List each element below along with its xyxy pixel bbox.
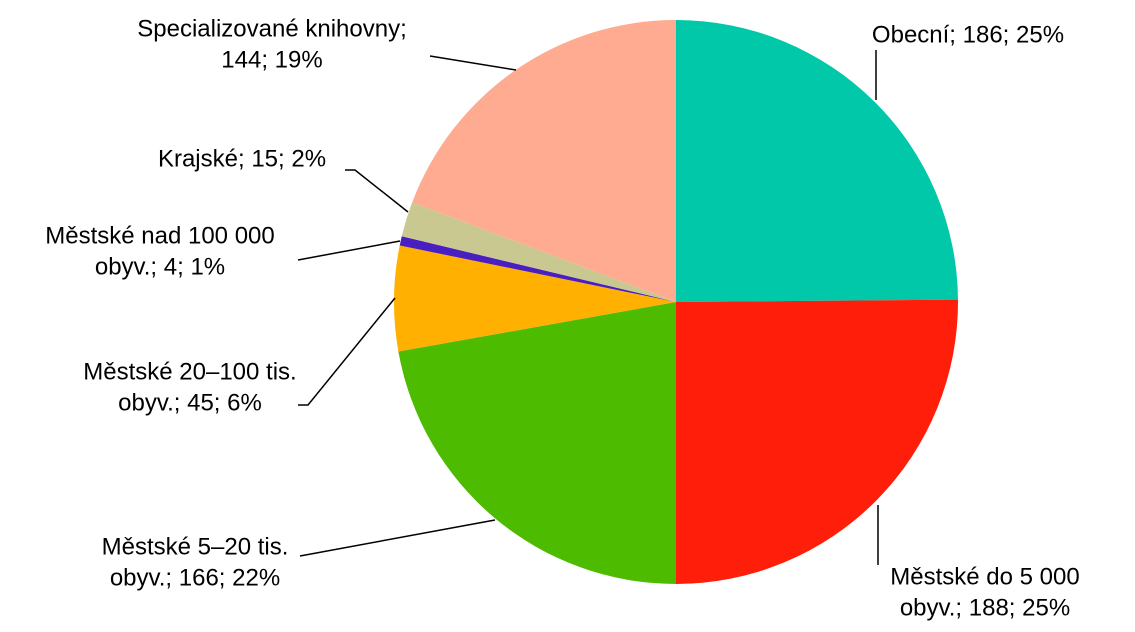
data-label: Městské 5–20 tis. obyv.; 166; 22% xyxy=(102,533,289,591)
leader-line xyxy=(299,519,496,557)
data-label: Městské do 5 000 obyv.; 188; 25% xyxy=(890,563,1079,621)
leader-line xyxy=(297,240,401,261)
data-label-line: Městské nad 100 000 xyxy=(45,222,275,249)
leader-lines xyxy=(297,50,879,565)
data-label: Městské nad 100 000 obyv.; 4; 1% xyxy=(45,222,275,280)
pie-slice xyxy=(399,236,676,302)
data-label-line: 144; 19% xyxy=(221,46,322,73)
data-label-line: obyv.; 4; 1% xyxy=(95,253,225,280)
data-label-line: Městské 20–100 tis. xyxy=(83,358,296,385)
data-label-line: Městské do 5 000 xyxy=(890,563,1079,590)
pie-slice xyxy=(412,20,676,302)
data-label-line: Městské 5–20 tis. xyxy=(102,533,289,560)
data-label-line: Krajské; 15; 2% xyxy=(158,145,326,172)
leader-line xyxy=(429,55,517,71)
data-label-line: obyv.; 166; 22% xyxy=(110,564,280,591)
data-label: Městské 20–100 tis. obyv.; 45; 6% xyxy=(83,358,296,416)
data-label-line: Specializované knihovny; xyxy=(137,15,407,42)
pie xyxy=(394,20,958,584)
data-label-line: obyv.; 45; 6% xyxy=(118,389,262,416)
data-label: Obecní; 186; 25% xyxy=(872,21,1064,48)
leader-line xyxy=(345,169,409,213)
data-label: Specializované knihovny; 144; 19% xyxy=(137,15,407,73)
pie-slice xyxy=(394,245,676,352)
pie-slice xyxy=(676,20,958,302)
data-label-line: Obecní; 186; 25% xyxy=(872,21,1064,48)
data-labels: Obecní; 186; 25% Městské do 5 000 obyv.; 1… xyxy=(45,15,1079,621)
data-label-line: obyv.; 188; 25% xyxy=(900,594,1070,621)
pie-slice xyxy=(676,299,958,584)
leader-line xyxy=(298,297,396,406)
data-label: Krajské; 15; 2% xyxy=(158,145,326,172)
pie-slice xyxy=(398,302,676,584)
pie-slice xyxy=(401,202,676,302)
